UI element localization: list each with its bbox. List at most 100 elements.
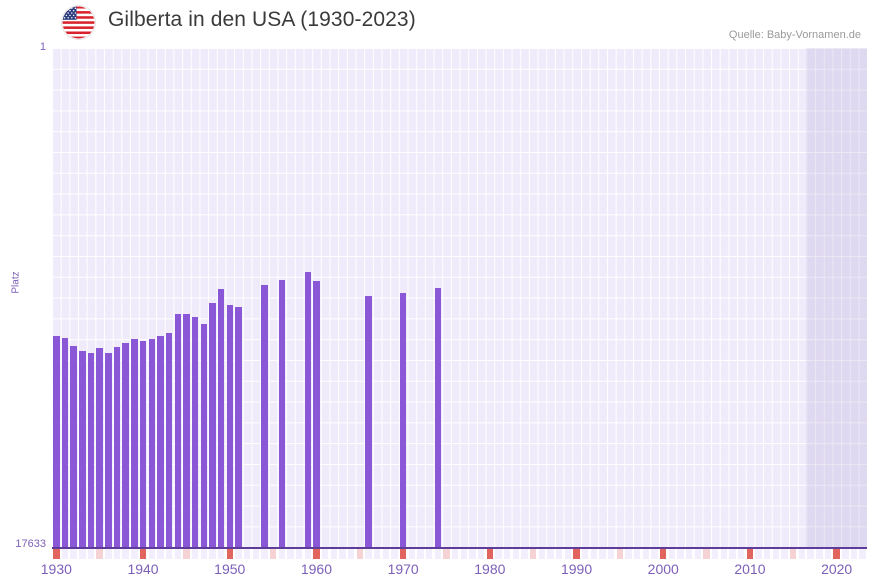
x-tick-1966 [365,549,372,559]
y-axis-bottom-tick-label: 17633 [15,538,46,550]
bar-1959[interactable] [304,271,311,548]
x-tick-1948 [209,549,216,559]
x-tick-1976 [451,549,459,559]
x-tick-2013 [772,549,780,559]
x-axis-label-2010: 2010 [734,561,766,577]
x-tick-1932 [70,549,77,559]
x-tick-1943 [165,549,173,559]
x-tick-1953 [252,549,259,559]
x-tick-1945 [183,549,190,559]
bar-1948[interactable] [209,302,216,548]
x-tick-2014 [781,549,788,559]
x-tick-1980 [486,549,494,559]
x-tick-1967 [373,549,381,559]
x-tick-1988 [556,549,563,559]
bar-1933[interactable] [79,350,86,548]
source-credit: Quelle: Baby-Vornamen.de [728,29,861,41]
bar-1960[interactable] [313,281,320,548]
x-tick-2017 [807,549,814,559]
x-axis-tick-band [52,549,867,559]
x-tick-1965 [356,549,363,559]
x-tick-1971 [408,549,415,559]
x-tick-2023 [859,549,866,559]
x-tick-2011 [755,549,762,559]
x-tick-1996 [625,549,632,559]
x-tick-2008 [729,549,736,559]
x-tick-1933 [79,549,86,559]
x-tick-1995 [616,549,624,559]
x-tick-1991 [582,549,589,559]
x-tick-2010 [746,549,754,559]
bar-1956[interactable] [278,279,285,548]
bar-1946[interactable] [191,317,199,548]
bar-1942[interactable] [157,336,164,548]
x-tick-1936 [105,549,112,559]
bar-1974[interactable] [434,287,441,548]
bar-1939[interactable] [131,339,138,548]
x-tick-2021 [842,549,849,559]
bar-1970[interactable] [399,293,407,548]
bar-1935[interactable] [96,347,103,548]
x-tick-2016 [798,549,806,559]
chart-header: Gilberta in den USA (1930-2023) Quelle: … [0,0,873,44]
x-tick-1977 [460,549,468,559]
x-tick-1946 [191,549,199,559]
x-tick-1969 [391,549,398,559]
bar-1930[interactable] [53,336,60,548]
x-tick-1985 [529,549,537,559]
x-tick-2002 [677,549,684,559]
bar-1932[interactable] [70,346,77,548]
bar-1940[interactable] [139,341,147,548]
bar-1931[interactable] [61,338,69,548]
x-tick-1973 [425,549,433,559]
x-tick-1981 [495,549,502,559]
x-tick-1941 [148,549,155,559]
x-tick-1998 [642,549,650,559]
x-tick-1960 [313,549,320,559]
x-tick-1955 [269,549,277,559]
bar-1949[interactable] [217,289,225,548]
x-tick-1986 [538,549,546,559]
x-tick-1940 [139,549,147,559]
x-axis-label-2000: 2000 [647,561,679,577]
x-tick-1974 [434,549,441,559]
x-tick-1931 [61,549,69,559]
bar-1966[interactable] [365,295,372,548]
bar-1951[interactable] [235,306,242,548]
x-tick-1982 [503,549,511,559]
x-tick-2020 [833,549,840,559]
bar-1950[interactable] [226,305,233,548]
x-tick-1930 [53,549,60,559]
x-tick-1954 [261,549,268,559]
x-tick-1983 [512,549,520,559]
x-tick-1975 [443,549,450,559]
x-tick-2022 [850,549,858,559]
bar-1938[interactable] [122,342,129,548]
x-tick-2015 [790,549,797,559]
x-tick-1959 [304,549,311,559]
bar-1937[interactable] [113,347,121,548]
bar-1947[interactable] [200,323,207,548]
x-tick-1984 [521,549,528,559]
x-tick-1937 [113,549,121,559]
x-tick-1939 [131,549,138,559]
bar-series [52,48,867,548]
x-tick-1935 [96,549,103,559]
x-tick-2006 [712,549,719,559]
x-tick-1989 [564,549,572,559]
x-tick-1958 [295,549,303,559]
x-tick-1956 [278,549,285,559]
bar-1944[interactable] [174,314,181,548]
bar-1941[interactable] [148,338,155,548]
x-tick-1951 [235,549,242,559]
page-title: Gilberta in den USA (1930-2023) [108,8,416,31]
x-tick-1934 [87,549,95,559]
bar-1934[interactable] [87,353,95,548]
bar-1943[interactable] [165,333,173,548]
bar-1936[interactable] [105,353,112,548]
x-tick-1993 [599,549,606,559]
bar-1954[interactable] [261,284,268,548]
x-tick-1942 [157,549,164,559]
x-tick-1999 [651,549,658,559]
bar-1945[interactable] [183,314,190,548]
